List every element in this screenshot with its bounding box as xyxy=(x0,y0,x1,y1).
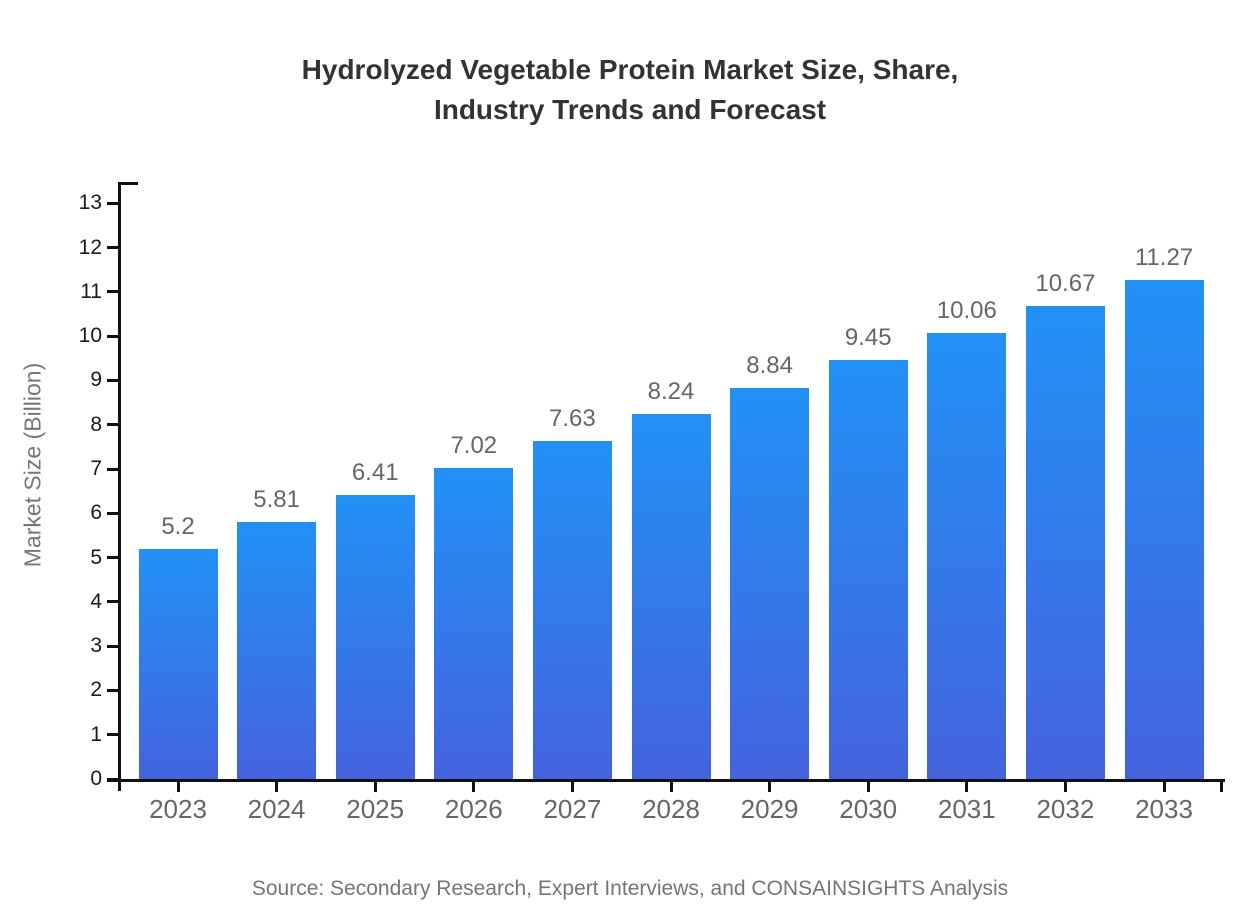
y-axis-tick xyxy=(107,600,121,604)
y-axis-tick-label: 9 xyxy=(90,368,102,392)
bar-2025 xyxy=(335,495,415,779)
y-axis-tick-label: 6 xyxy=(90,501,102,525)
plot-area: 0 1 2 3 4 5 6 7 8 9 10 11 12 13 5.2 2023 5.81 2024 6.41 20… xyxy=(79,182,1225,824)
y-axis-tick xyxy=(107,644,121,648)
bar-2030 xyxy=(828,360,908,779)
y-axis-tick xyxy=(107,290,121,294)
bar-2028 xyxy=(631,414,711,779)
x-axis-tick xyxy=(472,782,476,792)
y-axis-tick xyxy=(107,556,121,560)
y-axis-tick-label: 3 xyxy=(90,634,102,658)
bar-2029 xyxy=(730,387,810,779)
y-axis-tick-label: 12 xyxy=(78,235,102,259)
y-axis-tick-label: 4 xyxy=(90,589,102,613)
chart-title: Hydrolyzed Vegetable Protein Market Size… xyxy=(0,50,1260,130)
y-axis-tick-label: 8 xyxy=(90,412,102,436)
y-axis-tick xyxy=(107,777,121,781)
x-axis-tick-label: 2024 xyxy=(247,794,306,824)
x-axis-tick-label: 2029 xyxy=(740,794,799,824)
bar-value-label: 6.41 xyxy=(351,459,399,487)
y-axis-tick-label: 2 xyxy=(90,678,102,702)
x-axis-tick xyxy=(1162,782,1166,792)
bar-2032 xyxy=(1025,306,1105,779)
bar-2031 xyxy=(927,333,1007,779)
bar-2024 xyxy=(237,521,317,779)
bar-value-label: 11.27 xyxy=(1134,243,1194,271)
x-axis-tick xyxy=(1063,782,1067,792)
y-axis-tick-label: 11 xyxy=(80,279,102,303)
x-axis-tick-label: 2030 xyxy=(839,794,898,824)
y-axis-tick xyxy=(107,467,121,471)
bar-value-label: 7.02 xyxy=(450,432,498,460)
x-axis-tick-label: 2023 xyxy=(149,794,207,824)
y-axis-tick-label: 13 xyxy=(78,191,102,215)
x-axis-tick xyxy=(965,782,969,792)
y-axis-tick xyxy=(107,378,121,382)
x-axis-tick xyxy=(275,782,279,792)
x-axis-tick-label: 2027 xyxy=(543,794,602,824)
y-axis-end-cap xyxy=(118,182,138,185)
y-axis-tick-label: 0 xyxy=(90,767,102,790)
y-axis-tick-label: 7 xyxy=(90,456,102,480)
x-axis-tick-label: 2026 xyxy=(444,794,503,824)
y-axis-tick xyxy=(107,733,121,737)
bar-value-label: 5.81 xyxy=(253,485,300,513)
bar-value-label: 7.63 xyxy=(549,405,596,433)
y-axis-tick xyxy=(107,511,121,515)
bar-value-label: 9.45 xyxy=(844,324,892,352)
bar-2026 xyxy=(434,468,514,779)
chart-title-line1: Hydrolyzed Vegetable Protein Market Size… xyxy=(301,54,959,85)
x-axis-tick xyxy=(669,782,673,792)
bar-2023 xyxy=(138,548,218,779)
x-axis-end-tick xyxy=(1220,782,1223,792)
bar-value-label: 5.2 xyxy=(161,512,195,540)
y-axis-tick-label: 10 xyxy=(78,324,102,348)
x-axis-tick xyxy=(373,782,377,792)
x-axis-tick xyxy=(176,782,180,792)
source-note: Source: Secondary Research, Expert Inter… xyxy=(251,877,1009,900)
y-axis-tick xyxy=(107,246,121,250)
x-axis-tick-label: 2028 xyxy=(642,794,700,824)
y-axis-tick xyxy=(107,423,121,427)
x-axis-tick xyxy=(570,782,574,792)
y-axis-tick-label: 5 xyxy=(90,545,102,569)
x-axis-tick xyxy=(866,782,870,792)
x-axis-tick-label: 2031 xyxy=(937,794,996,824)
x-axis-origin-tick xyxy=(118,779,121,791)
bar-2033 xyxy=(1124,279,1204,779)
x-axis-line xyxy=(107,779,1225,782)
x-axis-tick-label: 2025 xyxy=(346,794,405,824)
x-axis-tick-label: 2033 xyxy=(1135,794,1193,824)
y-axis-tick xyxy=(107,688,121,692)
y-axis-tick-label: 1 xyxy=(90,722,102,746)
x-axis-tick-label: 2032 xyxy=(1036,794,1095,824)
chart-title-line2: Industry Trends and Forecast xyxy=(433,94,827,125)
bar-value-label: 8.24 xyxy=(647,378,695,406)
bar-value-label: 10.67 xyxy=(1035,270,1096,298)
x-axis-tick xyxy=(768,782,772,792)
y-axis-tick xyxy=(107,334,121,338)
bar-value-label: 8.84 xyxy=(746,351,793,379)
bar-2027 xyxy=(532,441,612,779)
bar-value-label: 10.06 xyxy=(936,297,997,325)
y-axis-tick xyxy=(107,201,121,205)
y-axis-line xyxy=(118,182,121,779)
